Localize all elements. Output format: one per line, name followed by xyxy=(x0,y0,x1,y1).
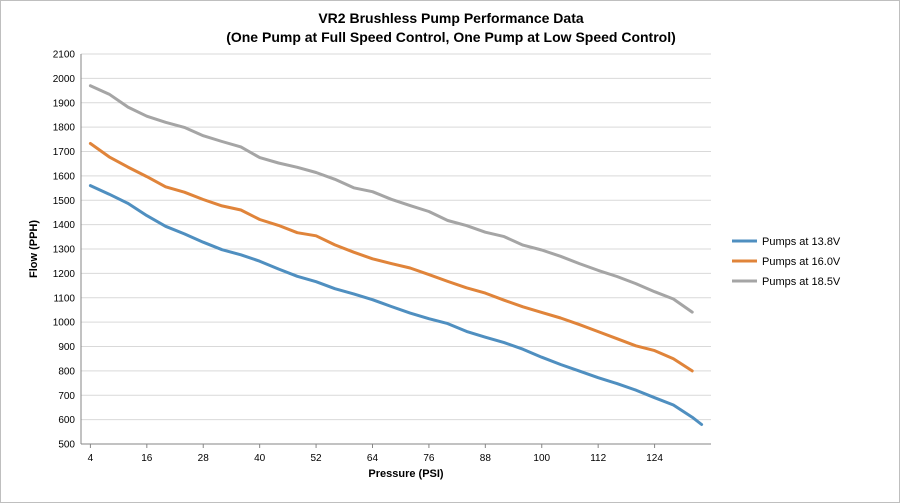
x-axis-ticks: 4 16 28 40 52 64 76 88 100 112 124 xyxy=(88,444,663,464)
x-tick-label-4: 4 xyxy=(88,453,94,464)
x-tick-label-88: 88 xyxy=(480,453,492,464)
y-tick-label-600: 600 xyxy=(58,415,75,426)
y-tick-label-800: 800 xyxy=(58,366,75,377)
y-axis-label: Flow (PPH) xyxy=(28,220,40,278)
x-axis-label: Pressure (PSI) xyxy=(368,468,444,480)
series-line-1 xyxy=(88,184,704,426)
x-tick-label-76: 76 xyxy=(423,453,435,464)
x-tick-label-16: 16 xyxy=(141,453,153,464)
y-tick-label-1200: 1200 xyxy=(53,269,76,280)
gridlines xyxy=(80,53,711,445)
y-tick-label-700: 700 xyxy=(58,391,75,402)
x-tick-label-28: 28 xyxy=(198,453,210,464)
y-tick-label-1100: 1100 xyxy=(53,293,75,304)
y-tick-label-900: 900 xyxy=(58,342,75,353)
x-tick-label-40: 40 xyxy=(254,453,266,464)
y-tick-label-2000: 2000 xyxy=(53,74,76,85)
series-line-2 xyxy=(88,142,694,373)
x-tick-label-112: 112 xyxy=(590,453,606,464)
y-tick-label-1500: 1500 xyxy=(53,196,76,207)
x-tick-label-64: 64 xyxy=(367,453,379,464)
legend-label-3: Pumps at 18.5V xyxy=(762,276,841,288)
series-line-3 xyxy=(88,84,694,314)
y-tick-label-1600: 1600 xyxy=(53,171,76,182)
series-lines xyxy=(88,84,704,426)
y-tick-label-2100: 2100 xyxy=(53,50,76,61)
x-tick-label-100: 100 xyxy=(533,453,550,464)
y-tick-label-1700: 1700 xyxy=(53,147,76,158)
y-axis-ticks: 500 600 700 800 900 1000 1100 1200 1300 1400 1500 1… xyxy=(53,50,76,451)
x-tick-label-124: 124 xyxy=(646,453,663,464)
chart-title: VR2 Brushless Pump Performance Data xyxy=(318,10,584,26)
y-tick-label-1400: 1400 xyxy=(53,220,76,231)
legend-label-1: Pumps at 13.8V xyxy=(762,236,841,248)
y-tick-label-1300: 1300 xyxy=(53,245,76,256)
chart-subtitle: (One Pump at Full Speed Control, One Pum… xyxy=(226,29,676,45)
legend: Pumps at 13.8V Pumps at 16.0V Pumps at 18.… xyxy=(732,236,841,288)
y-tick-label-500: 500 xyxy=(58,440,75,451)
y-tick-label-1900: 1900 xyxy=(53,98,76,109)
legend-label-2: Pumps at 16.0V xyxy=(762,256,841,268)
y-tick-label-1000: 1000 xyxy=(53,318,76,329)
y-tick-label-1800: 1800 xyxy=(53,123,76,134)
x-tick-label-52: 52 xyxy=(311,453,323,464)
